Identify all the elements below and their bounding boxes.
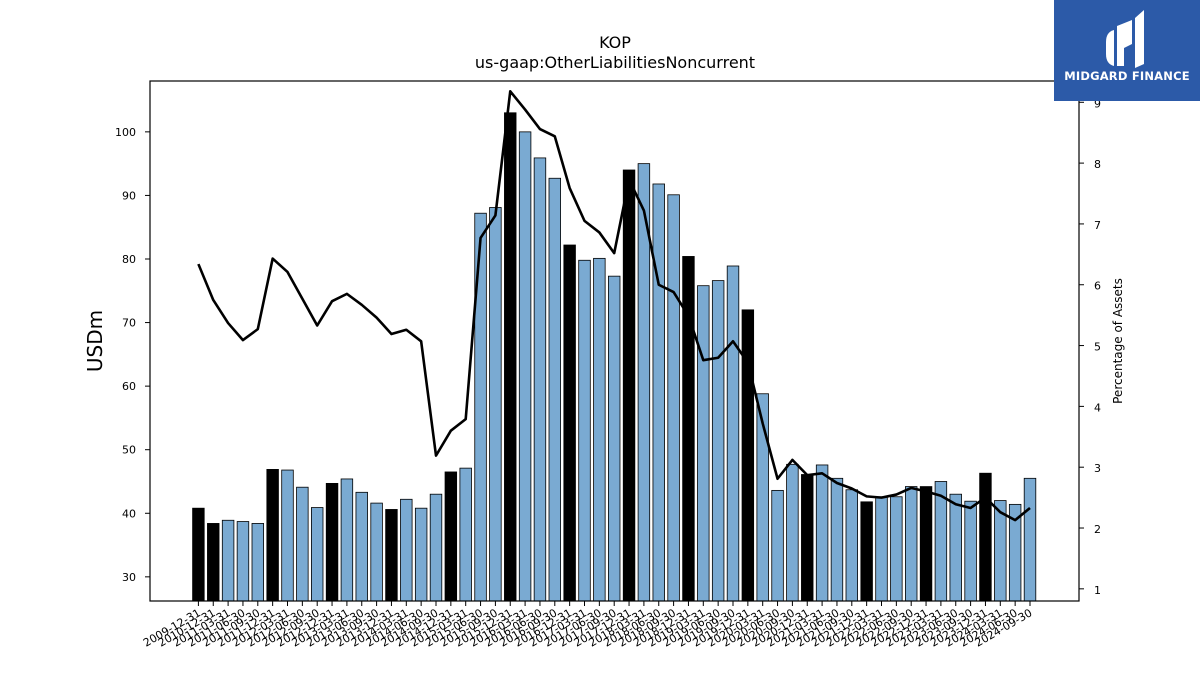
y-axis-left: 30 40 50 60 70 80 90 100 [115, 126, 150, 584]
bar [563, 244, 576, 602]
y-tick-label: 40 [122, 507, 136, 520]
bar [518, 131, 532, 602]
bar [652, 183, 665, 602]
bar [801, 474, 814, 602]
y2-tick-label: 4 [1094, 401, 1101, 414]
bar [860, 501, 873, 602]
bar [192, 507, 205, 602]
y2-axis-label: Percentage of Assets [1111, 278, 1125, 404]
line-layer [197, 90, 1031, 522]
bar [236, 521, 250, 602]
bar [815, 464, 829, 602]
bar [504, 112, 517, 602]
bar [622, 169, 636, 602]
bar [444, 471, 458, 602]
y-tick-label: 70 [122, 317, 136, 330]
y2-tick-label: 6 [1094, 280, 1101, 293]
bar [355, 491, 368, 602]
y-tick-label: 60 [122, 380, 136, 393]
bar [370, 502, 383, 602]
bar [533, 157, 547, 602]
bar [281, 469, 294, 602]
bar [726, 265, 740, 602]
bar [489, 207, 502, 602]
y2-tick-label: 3 [1094, 462, 1101, 475]
bar [325, 482, 339, 602]
bar [890, 496, 903, 602]
percentage-of-assets-line [197, 90, 1031, 522]
bar [949, 493, 962, 602]
bar [741, 309, 755, 602]
bar [429, 493, 443, 602]
bar [221, 519, 235, 602]
bar [310, 507, 324, 602]
y2-tick-label: 5 [1094, 341, 1101, 354]
bar [400, 498, 413, 602]
bar [711, 280, 725, 602]
bar [875, 496, 888, 602]
bar [667, 194, 680, 602]
y-tick-label: 90 [122, 189, 136, 202]
bar [830, 477, 844, 602]
bar [578, 259, 591, 602]
y2-tick-label: 7 [1094, 219, 1101, 232]
midgard-finance-logo: MIDGARD FINANCE [1054, 0, 1200, 101]
bar [548, 177, 562, 602]
bar [786, 463, 799, 602]
x-axis: 2009-12-312010-12-312011-03-312011-06-30… [141, 601, 1035, 650]
bar [459, 467, 472, 602]
bar [1023, 477, 1037, 602]
bar [207, 523, 220, 602]
bar [608, 275, 621, 602]
y2-tick-label: 8 [1094, 158, 1101, 171]
bar [340, 478, 354, 602]
chart-title: KOP [599, 33, 631, 52]
bar [771, 489, 784, 602]
midgard-logo-icon [1106, 10, 1144, 68]
y-axis-right: 1 2 3 4 5 6 7 8 9 [1079, 97, 1101, 597]
bar [979, 472, 992, 602]
bar [964, 500, 977, 602]
chart-subtitle: us-gaap:OtherLiabilitiesNoncurrent [475, 53, 755, 72]
bars-layer [192, 112, 1037, 602]
bar [919, 486, 933, 602]
bar [697, 285, 710, 602]
bar [474, 212, 487, 602]
bar [905, 486, 918, 602]
y2-tick-label: 1 [1094, 584, 1101, 597]
bar [296, 486, 309, 602]
y-tick-label: 50 [122, 444, 136, 457]
bar [251, 523, 265, 602]
bar [845, 489, 859, 602]
bar [385, 509, 398, 602]
y2-tick-label: 9 [1094, 97, 1101, 110]
y-tick-label: 80 [122, 253, 136, 266]
bar [414, 507, 428, 602]
y-tick-label: 30 [122, 571, 136, 584]
y2-tick-label: 2 [1094, 523, 1101, 536]
bar [593, 257, 606, 602]
bar [266, 469, 279, 602]
y-axis-label: USDm [83, 310, 107, 372]
logo-text: MIDGARD FINANCE [1064, 69, 1190, 83]
y-tick-label: 100 [115, 126, 136, 139]
